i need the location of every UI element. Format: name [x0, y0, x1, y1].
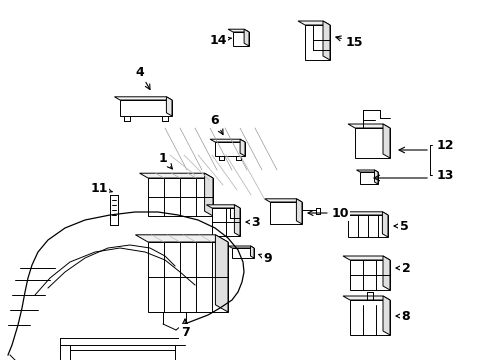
- Text: 1: 1: [158, 152, 172, 169]
- Polygon shape: [120, 100, 172, 116]
- Polygon shape: [244, 29, 248, 46]
- Polygon shape: [382, 296, 389, 335]
- Polygon shape: [296, 199, 302, 224]
- Polygon shape: [269, 202, 302, 224]
- Polygon shape: [206, 205, 240, 208]
- Polygon shape: [114, 97, 172, 100]
- Polygon shape: [139, 173, 213, 178]
- Polygon shape: [349, 300, 389, 335]
- Text: 15: 15: [335, 36, 362, 49]
- Polygon shape: [215, 142, 244, 156]
- Text: 7: 7: [180, 319, 189, 338]
- Polygon shape: [374, 170, 377, 184]
- Text: 12: 12: [436, 139, 453, 152]
- Text: 9: 9: [258, 252, 272, 265]
- Polygon shape: [232, 32, 248, 46]
- Text: 6: 6: [210, 113, 223, 135]
- Text: 11: 11: [90, 181, 112, 194]
- Polygon shape: [382, 124, 389, 158]
- Polygon shape: [354, 128, 389, 158]
- Polygon shape: [148, 178, 213, 216]
- Text: 13: 13: [436, 168, 453, 181]
- Polygon shape: [382, 212, 387, 237]
- Polygon shape: [382, 256, 389, 290]
- Polygon shape: [204, 173, 213, 216]
- Polygon shape: [228, 246, 253, 248]
- Text: 10: 10: [307, 207, 348, 220]
- Polygon shape: [349, 260, 389, 290]
- Text: 2: 2: [395, 261, 409, 274]
- Polygon shape: [359, 172, 377, 184]
- Text: 14: 14: [209, 33, 231, 46]
- Polygon shape: [342, 212, 387, 215]
- Polygon shape: [264, 199, 302, 202]
- Polygon shape: [347, 215, 387, 237]
- Polygon shape: [305, 25, 329, 60]
- Polygon shape: [342, 256, 389, 260]
- Text: 8: 8: [395, 310, 409, 323]
- Polygon shape: [166, 97, 172, 116]
- Polygon shape: [135, 235, 227, 242]
- Polygon shape: [356, 170, 377, 172]
- Polygon shape: [210, 139, 244, 142]
- Polygon shape: [323, 21, 329, 60]
- Polygon shape: [212, 208, 240, 236]
- Polygon shape: [297, 21, 329, 25]
- Text: 4: 4: [135, 66, 150, 90]
- Text: 5: 5: [393, 220, 407, 233]
- Polygon shape: [240, 139, 244, 156]
- Polygon shape: [215, 235, 227, 312]
- Polygon shape: [250, 246, 253, 258]
- Polygon shape: [231, 248, 253, 258]
- Polygon shape: [227, 29, 248, 32]
- Polygon shape: [342, 296, 389, 300]
- Polygon shape: [347, 124, 389, 128]
- Text: 3: 3: [245, 216, 260, 229]
- Polygon shape: [234, 205, 240, 236]
- Polygon shape: [148, 242, 227, 312]
